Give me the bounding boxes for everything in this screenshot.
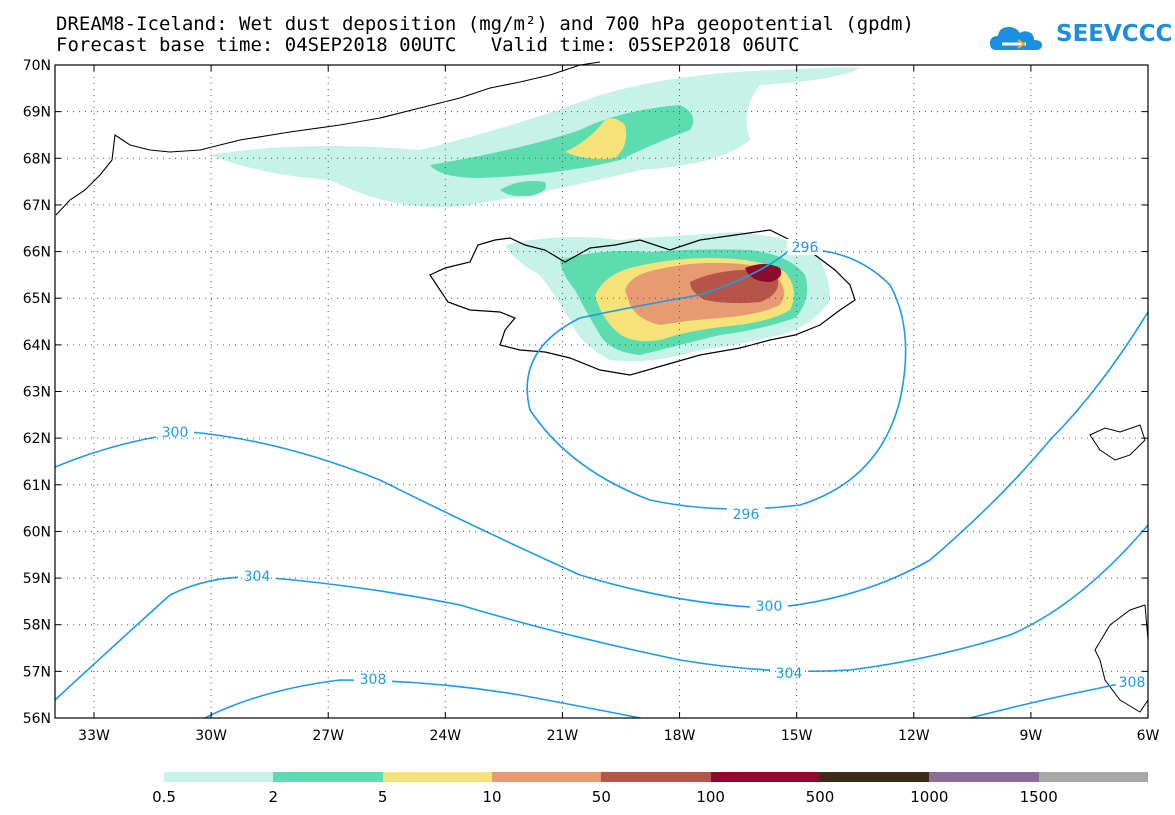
colorbar-tick-label: 100 — [696, 788, 725, 806]
dust-shading — [210, 67, 860, 362]
lat-label: 70N — [23, 58, 51, 74]
lat-label: 59N — [23, 571, 51, 587]
colorbar-tick-label: 10 — [482, 788, 502, 806]
colorbar-segment — [710, 772, 821, 782]
lat-label: 68N — [23, 151, 51, 167]
colorbar-segment — [164, 772, 274, 782]
contour-label-bg — [1116, 674, 1148, 690]
contour-label-bg — [354, 671, 392, 687]
lat-label: 62N — [23, 431, 51, 447]
lat-label: 67N — [23, 198, 51, 214]
lat-label: 66N — [23, 245, 51, 261]
lat-label: 57N — [23, 664, 51, 680]
scotland-coastline — [1094, 604, 1149, 713]
contour-label: 304 — [244, 569, 271, 585]
axis-ticks — [55, 64, 1149, 719]
contour-label: 308 — [360, 672, 387, 688]
faroe-coastline — [1089, 424, 1146, 461]
lat-label: 58N — [23, 618, 51, 634]
contour-label: 304 — [776, 666, 803, 682]
map-title: DREAM8-Iceland: Wet dust deposition (mg/… — [56, 13, 914, 35]
colorbar-segment — [382, 772, 493, 782]
map-subtitle: Forecast base time: 04SEP2018 00UTC Vali… — [56, 35, 800, 55]
contour-label-bg — [727, 506, 765, 522]
contour-label: 300 — [756, 599, 783, 615]
colorbar-tick-label: 2 — [268, 788, 279, 806]
lon-label: 15W — [781, 728, 813, 744]
iceland-coastline — [429, 229, 856, 376]
lon-label: 30W — [195, 728, 227, 744]
colorbar-segment — [1038, 772, 1149, 782]
lon-label: 9W — [1020, 728, 1043, 744]
contour-label: 300 — [162, 425, 189, 441]
lon-label: 27W — [312, 728, 344, 744]
contour-label: 296 — [733, 507, 760, 523]
dust-area-darkred-iceland — [745, 264, 782, 282]
contour-300 — [54, 311, 1149, 609]
cloud-logo-icon — [990, 27, 1042, 50]
lon-label: 18W — [664, 728, 696, 744]
latitude-labels: 70N 69N 68N 67N 66N 65N 64N 63N 62N 61N 60N 59N 58N 5… — [23, 58, 51, 727]
contour-label-bg — [787, 239, 823, 255]
dust-area-green-north — [430, 105, 694, 178]
contour-label-bg — [770, 665, 808, 681]
colorbar-tick-label: 5 — [377, 788, 388, 806]
dust-area-green-small — [500, 181, 546, 197]
dust-area-lightblue-north — [210, 67, 860, 208]
forecast-base-time: Forecast base time: 04SEP2018 00UTC — [56, 34, 457, 56]
colorbar-segment — [601, 772, 712, 782]
contour-308-west — [204, 679, 641, 719]
contour-296-closed — [526, 248, 907, 510]
contour-label-bg — [750, 598, 788, 614]
colorbar-segment — [820, 772, 930, 782]
colorbar-segment — [929, 772, 1040, 782]
lat-label: 69N — [23, 105, 51, 121]
contour-label-bg — [238, 568, 276, 584]
lat-label: 61N — [23, 478, 51, 494]
lat-label: 64N — [23, 338, 51, 354]
gridlines — [55, 65, 1148, 718]
contour-304 — [54, 524, 1149, 701]
colorbar-segment — [492, 772, 602, 782]
greenland-coastline — [55, 61, 601, 216]
lat-label: 60N — [23, 524, 51, 540]
colorbar-tick-label: 500 — [805, 788, 835, 806]
valid-time: Valid time: 05SEP2018 06UTC — [490, 34, 800, 56]
lat-label: 56N — [23, 711, 51, 727]
lon-label: 21W — [547, 728, 579, 744]
contour-label: 308 — [1119, 675, 1146, 691]
lon-label: 12W — [898, 728, 930, 744]
longitude-labels: 33W 30W 27W 24W 21W 18W 15W 12W 9W 6W — [78, 728, 1159, 744]
lat-label: 65N — [23, 291, 51, 307]
dust-area-yellow-north — [565, 118, 627, 160]
logo-text: SEEVCCC — [1056, 21, 1173, 47]
lat-label: 63N — [23, 385, 51, 401]
lon-label: 6W — [1137, 728, 1160, 744]
colorbar-tick-label: 50 — [591, 788, 611, 806]
contour-label-bg — [156, 424, 194, 440]
lon-label: 24W — [429, 728, 461, 744]
colorbar-tick-label: 1500 — [1019, 788, 1058, 806]
lon-label: 33W — [78, 728, 110, 744]
colorbar-segment — [273, 772, 384, 782]
contour-label: 296 — [792, 240, 819, 256]
colorbar-tick-label: 1000 — [910, 788, 949, 806]
colorbar-tick-label: 0.5 — [152, 788, 176, 806]
